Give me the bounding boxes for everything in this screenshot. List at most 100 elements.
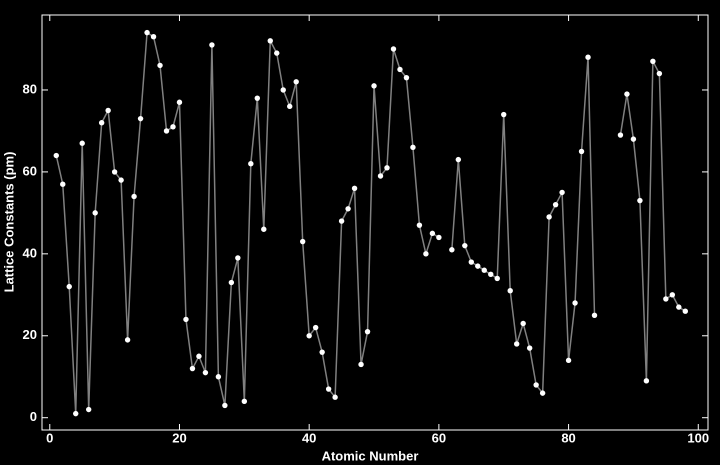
data-point: [189, 365, 196, 372]
data-point: [274, 50, 280, 56]
x-tick-label: 100: [687, 430, 709, 445]
data-point: [222, 402, 228, 409]
data-point: [267, 38, 273, 44]
data-point: [287, 103, 293, 110]
data-point: [312, 324, 319, 331]
data-point: [552, 201, 559, 208]
data-point: [261, 226, 267, 232]
data-point: [66, 283, 72, 290]
data-point: [85, 406, 92, 413]
data-point: [585, 54, 591, 60]
data-point: [449, 247, 455, 253]
data-point: [137, 115, 144, 122]
data-point: [501, 111, 507, 118]
data-point: [280, 87, 286, 93]
data-point: [163, 128, 170, 134]
data-point: [663, 296, 669, 302]
data-point: [377, 173, 384, 179]
data-point: [410, 144, 416, 151]
x-tick-label: 20: [172, 430, 186, 445]
data-point: [371, 83, 377, 89]
data-point: [241, 398, 248, 405]
data-point: [118, 177, 124, 183]
data-point: [144, 29, 150, 36]
data-point: [235, 255, 241, 261]
data-point: [248, 161, 254, 167]
y-axis-label: Lattice Constants (pm): [1, 152, 16, 293]
data-point: [196, 353, 202, 359]
y-tick-label: 0: [30, 409, 37, 424]
data-point: [617, 132, 624, 138]
data-point: [578, 148, 585, 155]
data-point: [131, 193, 137, 200]
data-point: [92, 210, 98, 216]
series-line: [55, 31, 686, 414]
x-axis-label: Atomic Number: [322, 448, 419, 463]
y-tick-label: 20: [23, 327, 37, 342]
data-point: [157, 62, 163, 69]
data-point: [183, 316, 189, 323]
data-point: [306, 333, 312, 339]
data-point: [520, 320, 526, 327]
data-point: [397, 66, 403, 73]
data-point: [637, 197, 643, 204]
data-point: [468, 259, 475, 265]
data-point: [591, 312, 598, 318]
data-point: [390, 46, 397, 52]
y-tick-label: 60: [23, 163, 37, 178]
x-tick-label: 60: [432, 430, 446, 445]
data-point: [481, 267, 487, 273]
data-point: [676, 304, 682, 310]
data-point: [682, 308, 689, 314]
data-point: [254, 95, 260, 101]
data-point: [546, 214, 552, 220]
data-point: [319, 349, 325, 355]
data-point: [176, 99, 183, 105]
data-point: [533, 382, 539, 388]
data-point: [475, 263, 481, 269]
data-point: [572, 300, 578, 306]
data-point: [416, 222, 423, 228]
x-tick-label: 40: [302, 430, 316, 445]
data-point: [429, 230, 436, 237]
data-point: [624, 91, 630, 97]
data-point: [462, 242, 468, 249]
plot-frame: [41, 14, 709, 431]
data-point: [364, 328, 371, 335]
data-point: [345, 206, 351, 212]
data-point: [436, 234, 442, 241]
data-point: [338, 218, 345, 224]
data-point: [669, 292, 676, 298]
data-point: [111, 169, 118, 175]
data-point: [630, 136, 637, 142]
data-point: [455, 156, 462, 163]
data-point: [60, 181, 66, 187]
data-point: [351, 185, 358, 191]
data-point: [124, 337, 131, 343]
data-point: [488, 271, 494, 278]
data-point: [53, 152, 59, 159]
data-point: [79, 140, 85, 146]
data-point: [73, 410, 79, 417]
data-point: [526, 345, 533, 351]
data-point: [643, 378, 650, 384]
data-point: [403, 74, 410, 81]
data-point: [559, 189, 565, 196]
data-point: [513, 341, 520, 347]
data-point: [202, 369, 209, 376]
data-point: [650, 58, 656, 64]
data-point: [539, 390, 546, 396]
data-point: [423, 251, 429, 257]
data-point: [98, 120, 105, 126]
data-point: [209, 42, 215, 48]
x-tick-label: 0: [46, 430, 53, 445]
data-point: [299, 238, 306, 245]
data-point: [325, 386, 332, 392]
data-point: [293, 79, 299, 85]
data-point: [507, 288, 513, 294]
data-point: [170, 124, 176, 130]
data-point: [494, 275, 500, 282]
data-point: [384, 165, 390, 171]
data-point: [228, 279, 235, 286]
